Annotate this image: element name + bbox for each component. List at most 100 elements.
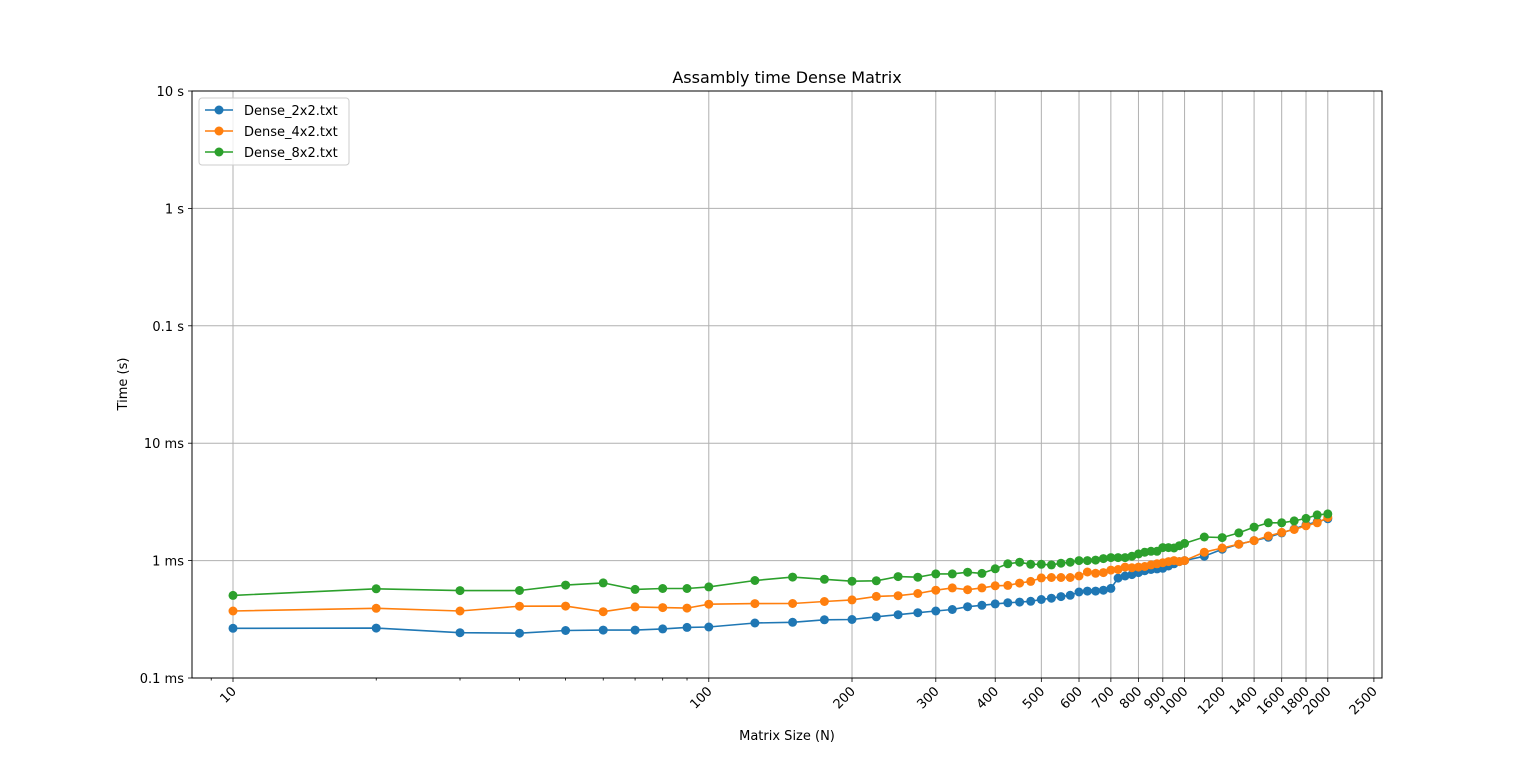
data-point bbox=[977, 600, 987, 610]
data-point bbox=[1263, 531, 1273, 541]
data-point bbox=[1082, 567, 1092, 577]
data-point bbox=[1065, 573, 1075, 582]
data-point bbox=[1026, 559, 1036, 569]
data-point bbox=[847, 595, 857, 605]
data-point bbox=[947, 569, 957, 579]
y-tick-label: 1 ms bbox=[152, 555, 184, 570]
data-point bbox=[1091, 555, 1101, 565]
data-point bbox=[1036, 559, 1046, 569]
data-point bbox=[788, 572, 798, 582]
data-point bbox=[1082, 556, 1092, 566]
data-point bbox=[1074, 587, 1084, 597]
data-point bbox=[1113, 565, 1123, 574]
y-tick-label: 10 ms bbox=[144, 437, 184, 452]
data-point bbox=[1199, 532, 1209, 542]
data-point bbox=[1180, 556, 1190, 566]
data-point bbox=[1036, 573, 1046, 583]
data-point bbox=[1113, 573, 1123, 583]
data-point bbox=[1046, 593, 1056, 603]
data-point bbox=[1082, 586, 1092, 596]
legend-swatch-marker bbox=[214, 126, 224, 136]
y-tick-label: 0.1 ms bbox=[140, 672, 184, 687]
data-point bbox=[371, 623, 381, 633]
data-point bbox=[455, 606, 465, 616]
series-layer bbox=[228, 509, 1333, 638]
data-point bbox=[1234, 539, 1244, 549]
series-3 bbox=[228, 509, 1333, 600]
data-point bbox=[947, 605, 957, 614]
data-point bbox=[1277, 527, 1287, 537]
data-point bbox=[1106, 565, 1116, 575]
grid-layer bbox=[192, 91, 1382, 678]
data-point bbox=[871, 591, 881, 601]
data-point bbox=[1003, 559, 1013, 569]
data-point bbox=[658, 584, 668, 593]
data-point bbox=[990, 564, 1000, 574]
data-point bbox=[1056, 592, 1066, 602]
data-point bbox=[1098, 554, 1108, 564]
data-point bbox=[1065, 590, 1075, 600]
data-point bbox=[1127, 563, 1137, 573]
data-point bbox=[561, 601, 571, 611]
data-point bbox=[371, 584, 381, 594]
data-point bbox=[1015, 578, 1025, 588]
data-point bbox=[228, 590, 238, 600]
data-point bbox=[598, 578, 608, 588]
legend-label: Dense_4x2.txt bbox=[244, 125, 338, 140]
data-point bbox=[704, 599, 714, 609]
data-point bbox=[1312, 518, 1322, 528]
plot-frame bbox=[191, 90, 1383, 679]
data-point bbox=[1277, 518, 1287, 528]
series-1 bbox=[228, 514, 1333, 638]
data-point bbox=[819, 615, 829, 625]
data-point bbox=[515, 586, 524, 595]
data-point bbox=[1098, 585, 1108, 595]
legend-swatch-marker bbox=[214, 105, 224, 115]
data-point bbox=[1091, 568, 1101, 578]
data-point bbox=[871, 576, 881, 586]
data-point bbox=[931, 606, 941, 616]
data-point bbox=[1106, 583, 1116, 593]
data-point bbox=[963, 602, 973, 612]
data-point bbox=[1289, 516, 1299, 526]
data-point bbox=[371, 603, 381, 613]
y-axis-label: Time (s) bbox=[116, 358, 131, 412]
data-point bbox=[1312, 510, 1322, 520]
data-point bbox=[630, 584, 640, 594]
data-point bbox=[1217, 543, 1227, 553]
data-point bbox=[788, 599, 798, 608]
data-point bbox=[1015, 557, 1025, 567]
data-point bbox=[893, 591, 903, 601]
legend-label: Dense_8x2.txt bbox=[244, 146, 338, 161]
data-point bbox=[1026, 576, 1036, 586]
data-point bbox=[228, 606, 238, 616]
data-point bbox=[515, 628, 524, 638]
data-point bbox=[1056, 558, 1066, 568]
data-point bbox=[1289, 525, 1299, 534]
legend-swatch-marker bbox=[214, 147, 224, 157]
data-point bbox=[977, 583, 987, 593]
data-point bbox=[658, 624, 668, 634]
data-point bbox=[931, 569, 941, 579]
data-point bbox=[1003, 580, 1013, 590]
data-point bbox=[819, 597, 829, 606]
data-point bbox=[1249, 522, 1259, 532]
data-point bbox=[598, 625, 608, 635]
data-point bbox=[515, 601, 524, 611]
data-point bbox=[1036, 595, 1046, 604]
data-point bbox=[561, 626, 571, 635]
data-point bbox=[963, 585, 973, 595]
data-point bbox=[1249, 536, 1259, 546]
data-point bbox=[704, 622, 714, 632]
legend-label: Dense_2x2.txt bbox=[244, 104, 338, 119]
data-point bbox=[750, 618, 760, 628]
data-point bbox=[1120, 553, 1130, 563]
data-point bbox=[1046, 573, 1056, 582]
data-point bbox=[658, 603, 668, 613]
data-point bbox=[913, 608, 923, 618]
data-point bbox=[1323, 509, 1333, 519]
legend-box bbox=[198, 97, 350, 166]
data-point bbox=[682, 603, 692, 613]
y-tick-label: 0.1 s bbox=[152, 320, 184, 335]
data-point bbox=[1074, 571, 1084, 581]
